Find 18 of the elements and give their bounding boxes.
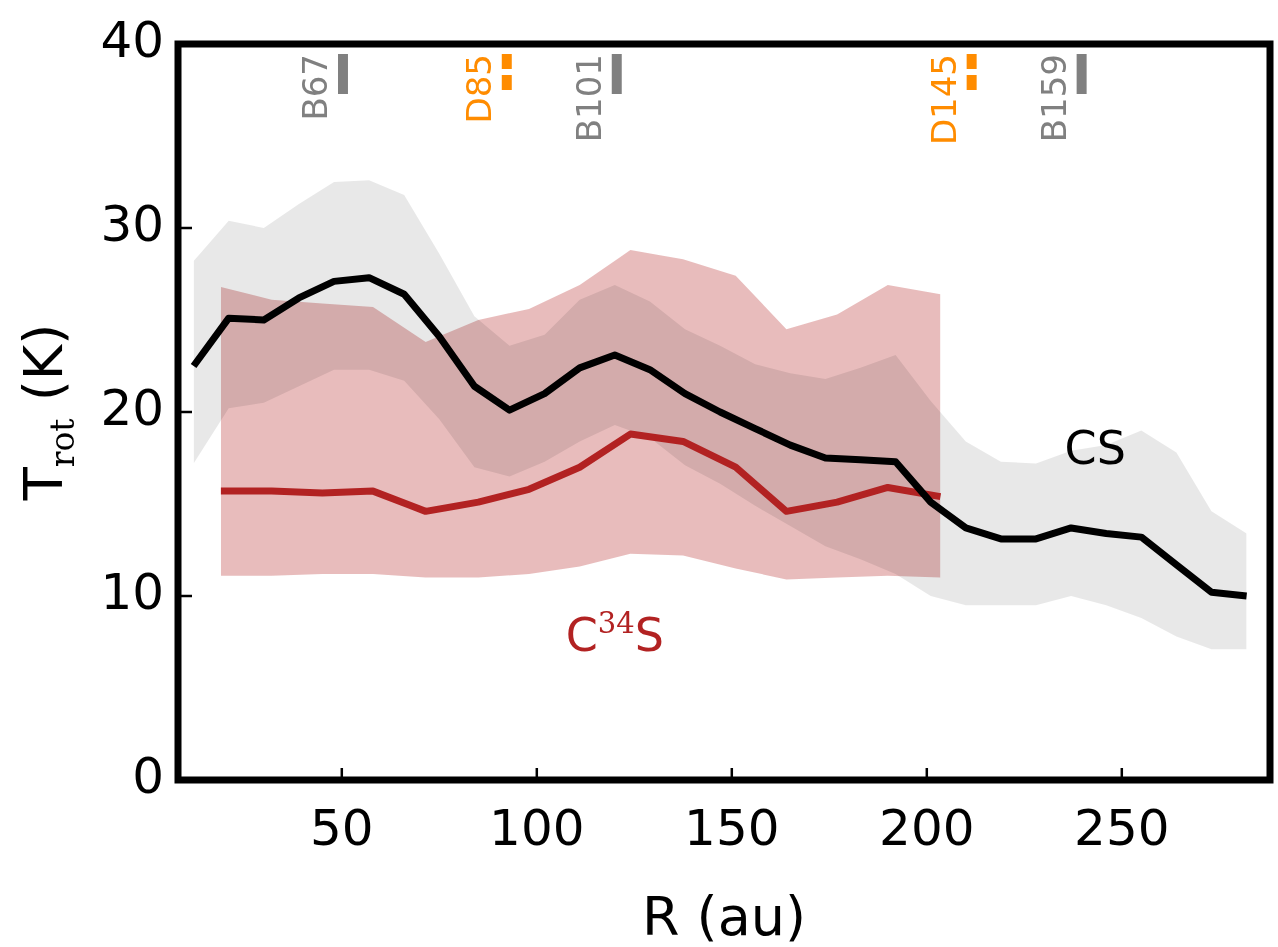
ref-line-label: B101 [568,54,609,143]
series-label: CS [1064,420,1126,475]
y-tick-label: 40 [100,10,164,69]
y-tick-label: 20 [100,378,164,437]
y-tick-label: 10 [100,562,164,621]
y-tick-label: 30 [100,194,164,253]
ref-line-label: D85 [458,54,499,124]
ref-line-label: B159 [1033,54,1074,143]
x-tick-label: 200 [879,798,975,857]
x-tick-label: 250 [1074,798,1170,857]
ref-line-label: B67 [294,54,335,121]
x-tick-label: 100 [489,798,585,857]
y-axis-title: Trot (K) [12,323,82,502]
y-tick-label: 0 [132,746,164,805]
ref-line-label: D145 [923,54,964,146]
x-tick-label: 150 [684,798,780,857]
x-axis-title: R (au) [641,885,807,947]
x-tick-label: 50 [309,798,374,857]
